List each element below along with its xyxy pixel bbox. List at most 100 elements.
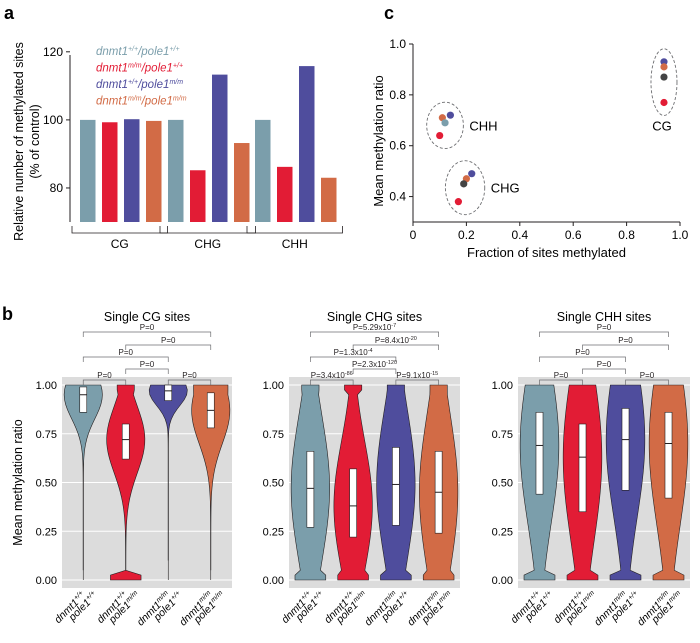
p-value-label: P=0 xyxy=(618,336,633,345)
bar xyxy=(255,119,271,222)
y-tick-label: 0.25 xyxy=(36,526,57,538)
y-tick-label: 0.75 xyxy=(36,429,57,441)
y-tick-label: 0.50 xyxy=(492,478,513,490)
significance-bracket xyxy=(352,368,397,374)
significance-bracket xyxy=(125,344,212,350)
significance-bracket xyxy=(582,344,669,350)
bar xyxy=(212,74,228,222)
x-group-label: CHH xyxy=(282,237,308,251)
x-tick-label: 1.0 xyxy=(672,228,689,242)
significance-bracket xyxy=(310,356,397,362)
significance-bracket xyxy=(352,344,439,350)
y-tick-label: 0.00 xyxy=(263,575,284,587)
x-group-label: CHG xyxy=(194,237,221,251)
scatter-point xyxy=(660,73,668,81)
panel-title: Single CG sites xyxy=(104,310,190,324)
bar xyxy=(234,143,250,222)
y-tick-label: 1.00 xyxy=(263,380,284,392)
scatter-chart-panel-c: 0.4 0.6 0.8 1.0 0 0.2 0.4 0.6 0.8 1.0 Fraction of … xyxy=(371,37,689,260)
legend-entry: dnmt1+/+/pole1+/+ xyxy=(96,46,180,58)
y-tick-label: 0.75 xyxy=(263,429,284,441)
cluster-outline xyxy=(650,48,678,116)
violin-box xyxy=(121,423,130,460)
panel-label-a: a xyxy=(4,3,15,23)
scatter-point xyxy=(436,131,444,140)
cluster-label: CHH xyxy=(469,118,497,133)
group-bracket xyxy=(246,226,343,234)
violin-box xyxy=(392,447,400,526)
bar xyxy=(146,120,162,222)
scatter-point xyxy=(660,63,668,71)
y-tick-label: 1.00 xyxy=(36,380,57,392)
y-tick-label: 100 xyxy=(43,113,63,127)
violin-box xyxy=(535,411,544,495)
p-value-label: P=9.1x10-15 xyxy=(396,371,438,380)
y-tick-label: 0.4 xyxy=(389,190,406,204)
y-tick-label: 0.50 xyxy=(36,478,57,490)
y-tick-label: 80 xyxy=(50,181,64,195)
bar xyxy=(80,119,96,222)
bar-chart-panel-a: 80 100 120 Relative number of methylated si… xyxy=(12,42,343,251)
legend-entry: dnmt1+/+/pole1m/m xyxy=(96,79,183,91)
significance-bracket xyxy=(82,331,212,337)
significance-bracket xyxy=(539,356,626,362)
p-value-label: P=3.4x10-86 xyxy=(311,371,353,380)
p-value-label: P=2.3x10-120 xyxy=(352,360,397,369)
scatter-point xyxy=(660,98,668,107)
significance-bracket xyxy=(539,331,669,337)
p-value-label: P=0 xyxy=(119,348,134,357)
violin-box xyxy=(349,468,357,538)
scatter-point xyxy=(468,170,476,178)
scatter-point xyxy=(460,180,468,188)
bar xyxy=(190,170,206,222)
legend-entry: dnmt1m/m/pole1m/m xyxy=(96,96,187,108)
significance-bracket xyxy=(310,379,354,385)
y-tick-label: 0.75 xyxy=(492,429,513,441)
significance-bracket xyxy=(310,331,439,337)
p-value-label: P=0 xyxy=(140,360,155,369)
y-tick-label: 0.50 xyxy=(263,478,284,490)
significance-bracket xyxy=(125,368,169,374)
y-tick-label: 0.25 xyxy=(492,526,513,538)
x-tick-label: 0.4 xyxy=(511,228,528,242)
p-value-label: P=0 xyxy=(97,371,112,380)
y-tick-label: 1.00 xyxy=(492,380,513,392)
bar xyxy=(277,166,293,222)
y-axis-label: Mean methylation ratio xyxy=(11,419,25,546)
p-value-label: P=0 xyxy=(640,371,655,380)
legend-entry: dnmt1m/m/pole1+/+ xyxy=(96,63,183,75)
y-tick-label: 0.8 xyxy=(389,88,406,102)
group-bracket xyxy=(159,226,256,234)
cluster-outline xyxy=(444,160,486,216)
violin-body xyxy=(106,384,146,581)
violin-box xyxy=(664,411,673,499)
x-tick-label: 0.8 xyxy=(618,228,635,242)
y-tick-label: 0.00 xyxy=(36,575,57,587)
scatter-point xyxy=(454,198,462,206)
scatter-point xyxy=(660,58,668,66)
significance-bracket xyxy=(395,379,439,385)
y-axis-label-line2: (% of control) xyxy=(28,104,42,178)
p-value-label: P=0 xyxy=(182,371,197,380)
violin-box xyxy=(621,408,630,491)
x-axis-label: Fraction of sites methylated xyxy=(467,245,626,260)
x-group-label: CG xyxy=(111,237,129,251)
y-tick-label: 0.25 xyxy=(263,526,284,538)
scatter-point xyxy=(446,111,454,119)
p-value-label: P=0 xyxy=(161,336,176,345)
violin-box xyxy=(79,386,88,413)
significance-bracket xyxy=(82,379,127,385)
significance-bracket xyxy=(167,379,212,385)
p-value-label: P=0 xyxy=(597,323,612,332)
p-value-label: P=1.3x10-4 xyxy=(334,348,373,357)
group-bracket xyxy=(71,226,168,234)
p-value-label: P=0 xyxy=(575,348,590,357)
y-tick-label: 120 xyxy=(43,45,63,59)
significance-bracket xyxy=(582,368,626,374)
significance-bracket xyxy=(539,379,583,385)
cluster-label: CHG xyxy=(491,181,520,196)
violin-box xyxy=(578,423,587,513)
